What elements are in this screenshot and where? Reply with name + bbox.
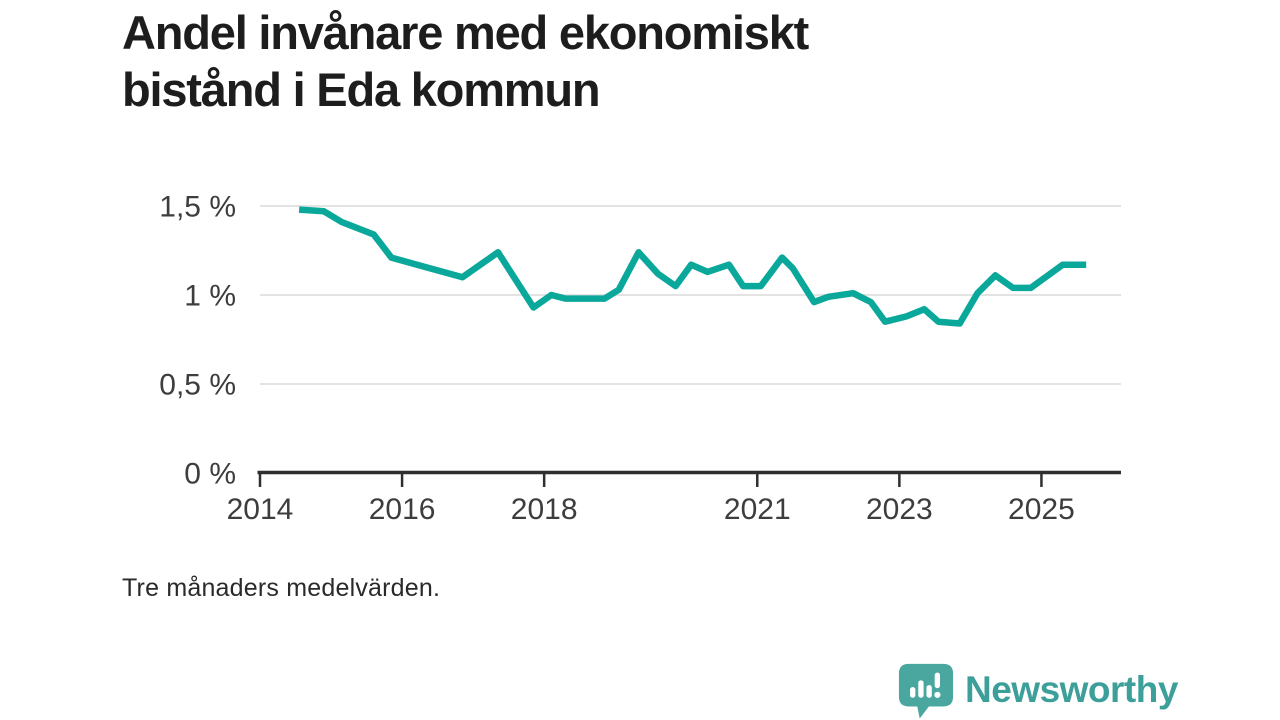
y-tick-label: 1 % bbox=[184, 280, 236, 313]
x-tick-label: 2014 bbox=[227, 493, 294, 526]
chart-title-line2: bistånd i Eda kommun bbox=[122, 63, 601, 116]
y-tick-label: 0,5 % bbox=[159, 369, 236, 402]
x-tick-label: 2018 bbox=[511, 493, 578, 526]
y-tick-label: 0 % bbox=[184, 458, 236, 491]
newsworthy-logo: Newsworthy bbox=[897, 661, 1178, 719]
x-tick-label: 2023 bbox=[866, 493, 933, 526]
data-line bbox=[298, 206, 1087, 327]
x-tick-label: 2025 bbox=[1008, 493, 1075, 526]
chart-title-line1: Andel invånare med ekonomiskt bbox=[122, 6, 809, 59]
chart-footnote: Tre månaders medelvärden. bbox=[122, 574, 441, 602]
y-tick-label: 1,5 % bbox=[159, 191, 236, 224]
newsworthy-logo-text: Newsworthy bbox=[965, 669, 1178, 710]
x-tick-label: 2021 bbox=[724, 493, 791, 526]
x-tick-label: 2016 bbox=[369, 493, 436, 526]
chart-title: Andel invånare med ekonomiskt bistånd i … bbox=[122, 4, 809, 118]
bar-chart-speech-bubble-icon bbox=[898, 663, 954, 719]
